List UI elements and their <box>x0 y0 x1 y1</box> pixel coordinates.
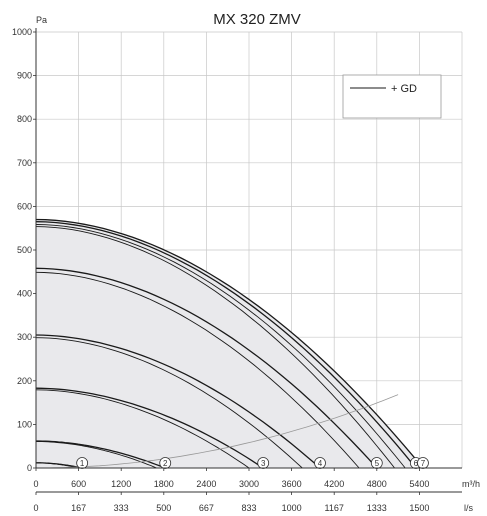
x-axis-unit-primary: m³/h <box>462 479 480 489</box>
legend-entry-gd: + GD <box>391 83 417 95</box>
y-tick-label: 800 <box>17 114 32 124</box>
x-tick-label: 4800 <box>367 479 387 489</box>
y-tick-label: 700 <box>17 158 32 168</box>
operating-envelope <box>36 219 423 468</box>
x-tick-label: 3600 <box>282 479 302 489</box>
x-tick-label-secondary: 1167 <box>325 503 344 513</box>
y-tick-label: 1000 <box>12 27 32 37</box>
x-tick-label: 3000 <box>239 479 259 489</box>
fan-curve-gd-2 <box>36 441 157 469</box>
fan-curves <box>35 218 424 469</box>
curve-marker-5: 5 <box>370 457 383 469</box>
y-tick-label: 500 <box>17 245 32 255</box>
fan-curve-gd-7 <box>35 224 406 469</box>
x-tick-label-secondary: 1500 <box>409 503 429 513</box>
curve-marker-2: 2 <box>159 457 172 469</box>
legend: + GD <box>342 74 442 119</box>
x-tick-label: 600 <box>71 479 86 489</box>
curve-marker-label: 7 <box>421 459 426 468</box>
x-tick-label-secondary: 667 <box>199 503 214 513</box>
x-tick-label-secondary: 333 <box>114 503 129 513</box>
fan-curve-5 <box>35 267 378 469</box>
fan-curve-gd-5 <box>35 271 360 469</box>
curve-marker-3: 3 <box>257 457 270 469</box>
y-tick-label: 600 <box>17 201 32 211</box>
x-tick-label: 4200 <box>324 479 344 489</box>
x-tick-label: 5400 <box>409 479 429 489</box>
x-tick-label: 0 <box>33 479 38 489</box>
fan-curve-3 <box>35 387 264 469</box>
curve-marker-label: 3 <box>261 459 266 468</box>
x-tick-label-secondary: 500 <box>156 503 171 513</box>
x-tick-label: 1800 <box>154 479 174 489</box>
y-tick-label: 300 <box>17 332 32 342</box>
curve-marker-4: 4 <box>314 457 326 469</box>
x-tick-label: 2400 <box>196 479 216 489</box>
system-curve <box>36 394 399 469</box>
y-tick-label: 100 <box>17 419 32 429</box>
chart-title: MX 320 ZMV <box>213 11 301 28</box>
curve-marker-label: 5 <box>375 459 380 468</box>
curve-marker-label: 4 <box>318 459 323 468</box>
x-tick-label-secondary: 1333 <box>367 503 387 513</box>
axes: 0 100 200 300 400 500 600 700 800 900 1000 0 600 1200… <box>12 27 462 513</box>
y-tick-label: 200 <box>17 376 32 386</box>
x-tick-label-secondary: 0 <box>33 503 38 513</box>
fan-curve-gd-4 <box>35 337 303 469</box>
y-tick-label: 400 <box>17 289 32 299</box>
x-tick-label-secondary: 833 <box>241 503 256 513</box>
x-tick-label-secondary: 1000 <box>282 503 302 513</box>
fan-curve-6 <box>35 221 417 469</box>
curve-marker-label: 1 <box>80 459 85 468</box>
curve-marker-label: 6 <box>414 459 419 468</box>
curve-marker-label: 2 <box>163 459 168 468</box>
fan-curve-gd-1 <box>36 462 79 469</box>
x-axis-unit-secondary: l/s <box>464 503 474 513</box>
fan-curve-7 <box>35 218 424 469</box>
curve-marker-1: 1 <box>76 457 89 469</box>
legend-box <box>342 74 442 119</box>
fan-curve-gd-6 <box>35 226 395 469</box>
x-tick-label-secondary: 167 <box>71 503 86 513</box>
y-tick-label: 0 <box>27 463 32 473</box>
curve-marker-7: 7 <box>417 457 429 469</box>
envelope-area <box>36 219 423 468</box>
x-tick-label: 1200 <box>111 479 131 489</box>
fan-curve-gd-3 <box>35 389 250 469</box>
fan-curve-2 <box>36 440 166 469</box>
y-tick-label: 900 <box>17 71 32 81</box>
fan-curve-4 <box>35 334 321 469</box>
y-axis-unit: Pa <box>36 15 47 25</box>
